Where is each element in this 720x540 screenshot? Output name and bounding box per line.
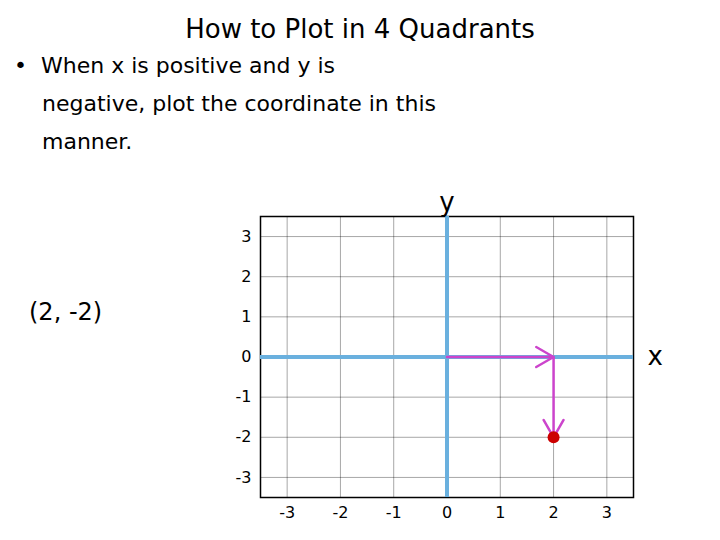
svg-text:0: 0 [241, 347, 251, 366]
svg-text:2: 2 [241, 267, 251, 286]
svg-text:-3: -3 [236, 468, 252, 487]
svg-text:3: 3 [241, 227, 251, 246]
svg-text:negative, plot the coordinate: negative, plot the coordinate in this [14, 91, 436, 116]
svg-text:1: 1 [241, 307, 251, 326]
svg-text:-2: -2 [236, 427, 252, 446]
svg-text:3: 3 [602, 503, 612, 522]
svg-text:x: x [648, 341, 663, 371]
svg-text:-1: -1 [386, 503, 402, 522]
svg-text:-2: -2 [332, 503, 348, 522]
svg-text:y: y [439, 187, 454, 217]
svg-text:(2, -2): (2, -2) [29, 298, 102, 326]
svg-text:manner.: manner. [14, 129, 132, 154]
svg-text:How to Plot in 4 Quadrants: How to Plot in 4 Quadrants [185, 14, 535, 44]
svg-text:0: 0 [442, 503, 452, 522]
svg-text:-3: -3 [279, 503, 295, 522]
svg-text:• When x is positive and y is: • When x is positive and y is [14, 53, 335, 78]
svg-text:2: 2 [548, 503, 558, 522]
svg-text:1: 1 [495, 503, 505, 522]
svg-text:-1: -1 [236, 387, 252, 406]
